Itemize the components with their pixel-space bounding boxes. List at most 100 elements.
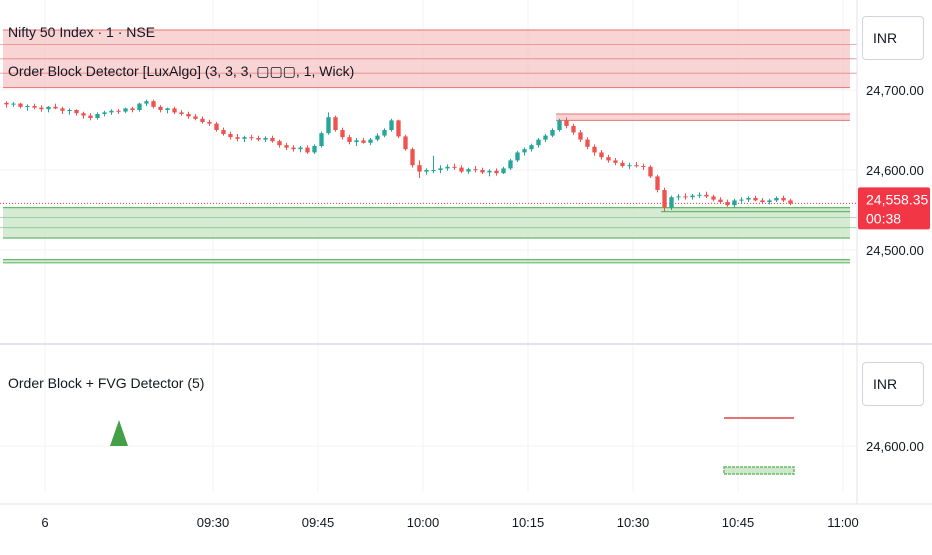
time-tick-label: 09:30 xyxy=(197,515,230,530)
candle-body xyxy=(347,137,352,142)
candle-body xyxy=(781,198,786,201)
candle-body xyxy=(431,170,436,171)
candle-body xyxy=(676,196,681,198)
indicator-1-label[interactable]: Order Block Detector [LuxAlgo] (3, 3, 3,… xyxy=(8,63,354,79)
candle-body xyxy=(669,197,674,208)
candle-body xyxy=(445,166,450,169)
bullish-order-block xyxy=(661,207,850,212)
candle-body xyxy=(571,126,576,133)
time-tick-label: 10:00 xyxy=(407,515,440,530)
candle-body xyxy=(340,130,345,138)
candle-body xyxy=(704,194,709,197)
symbol-title[interactable]: Nifty 50 Index · 1 · NSE xyxy=(8,24,155,40)
candle-body xyxy=(81,113,86,116)
candle-body xyxy=(368,139,373,143)
candle-body xyxy=(242,137,247,139)
candle-body xyxy=(739,199,744,201)
candle-body xyxy=(53,106,58,109)
candle-body xyxy=(298,147,303,150)
candle-body xyxy=(725,202,730,206)
candle-body xyxy=(382,130,387,136)
candle-body xyxy=(529,145,534,150)
candle-body xyxy=(284,145,289,148)
order-block-zones xyxy=(0,29,857,264)
bullish-order-block xyxy=(3,259,850,263)
candle-body xyxy=(179,112,184,114)
candle-body xyxy=(515,152,520,161)
bullish-level-line xyxy=(723,466,795,475)
candle-body xyxy=(788,200,793,204)
lower-price-tick-label: 24,600.00 xyxy=(866,439,924,454)
candle-body xyxy=(767,200,772,202)
candle-body xyxy=(585,139,590,147)
candle-body xyxy=(88,115,93,118)
candle-body xyxy=(774,198,779,201)
candle-body xyxy=(690,195,695,198)
currency-button[interactable]: INR xyxy=(862,16,924,60)
candle-body xyxy=(634,165,639,167)
candle-body xyxy=(424,170,429,172)
candle-body xyxy=(200,118,205,122)
candle-body xyxy=(599,152,604,158)
candle-body xyxy=(389,120,394,130)
candle-body xyxy=(193,116,198,119)
candle-body xyxy=(39,107,44,110)
candle-body xyxy=(151,101,156,107)
candle-body xyxy=(326,117,331,134)
candle-body xyxy=(18,103,23,107)
candle-body xyxy=(536,139,541,146)
candle-body xyxy=(277,141,282,146)
candle-body xyxy=(137,103,142,110)
price-tick-label: 24,500.00 xyxy=(866,243,924,258)
candle-body xyxy=(564,120,569,126)
candle-body xyxy=(361,140,366,143)
candle-body xyxy=(578,132,583,140)
candle-body xyxy=(760,200,765,202)
lower-pane xyxy=(110,417,795,475)
candle-body xyxy=(354,140,359,142)
candle-body xyxy=(46,106,51,110)
candle-body xyxy=(438,168,443,170)
candle-body xyxy=(522,149,527,153)
price-tick-label: 24,700.00 xyxy=(866,83,924,98)
candle-body xyxy=(410,149,415,166)
candle-body xyxy=(620,162,625,166)
candle-body xyxy=(508,160,513,169)
candle-body xyxy=(319,133,324,146)
candle-body xyxy=(95,114,100,118)
candle-body xyxy=(249,137,254,139)
candle-body xyxy=(592,146,597,153)
candle-body xyxy=(501,168,506,174)
candle-body xyxy=(459,167,464,172)
indicator-2-label[interactable]: Order Block + FVG Detector (5) xyxy=(8,375,204,391)
candle-body xyxy=(144,101,149,104)
candle-body xyxy=(557,120,562,130)
candle-body xyxy=(60,108,65,111)
candle-body xyxy=(403,136,408,150)
candle-body xyxy=(11,103,16,105)
current-price-label: 24,558.35 xyxy=(866,191,928,207)
candle-body xyxy=(158,106,163,110)
time-tick-label: 10:15 xyxy=(512,515,545,530)
candle-body xyxy=(4,102,9,105)
time-tick-label: 10:30 xyxy=(617,515,650,530)
axes: 24,700.00 24,600.00 24,500.00 24,600.00 24,5… xyxy=(0,0,932,530)
candle-body xyxy=(270,138,275,142)
candle-body xyxy=(487,170,492,173)
candle-body xyxy=(627,165,632,167)
candle-body xyxy=(74,110,79,114)
candle-body xyxy=(473,169,478,171)
candle-body xyxy=(662,190,667,208)
candle-body xyxy=(641,166,646,167)
candle-body xyxy=(683,196,688,198)
bearish-order-block xyxy=(556,114,850,121)
bullish-order-block xyxy=(3,207,850,238)
candle-body xyxy=(305,147,310,153)
currency-button-lower[interactable]: INR xyxy=(862,362,924,406)
candle-body xyxy=(256,138,261,140)
candle-body xyxy=(32,106,37,108)
candle-body xyxy=(753,198,758,201)
candle-body xyxy=(186,114,191,117)
